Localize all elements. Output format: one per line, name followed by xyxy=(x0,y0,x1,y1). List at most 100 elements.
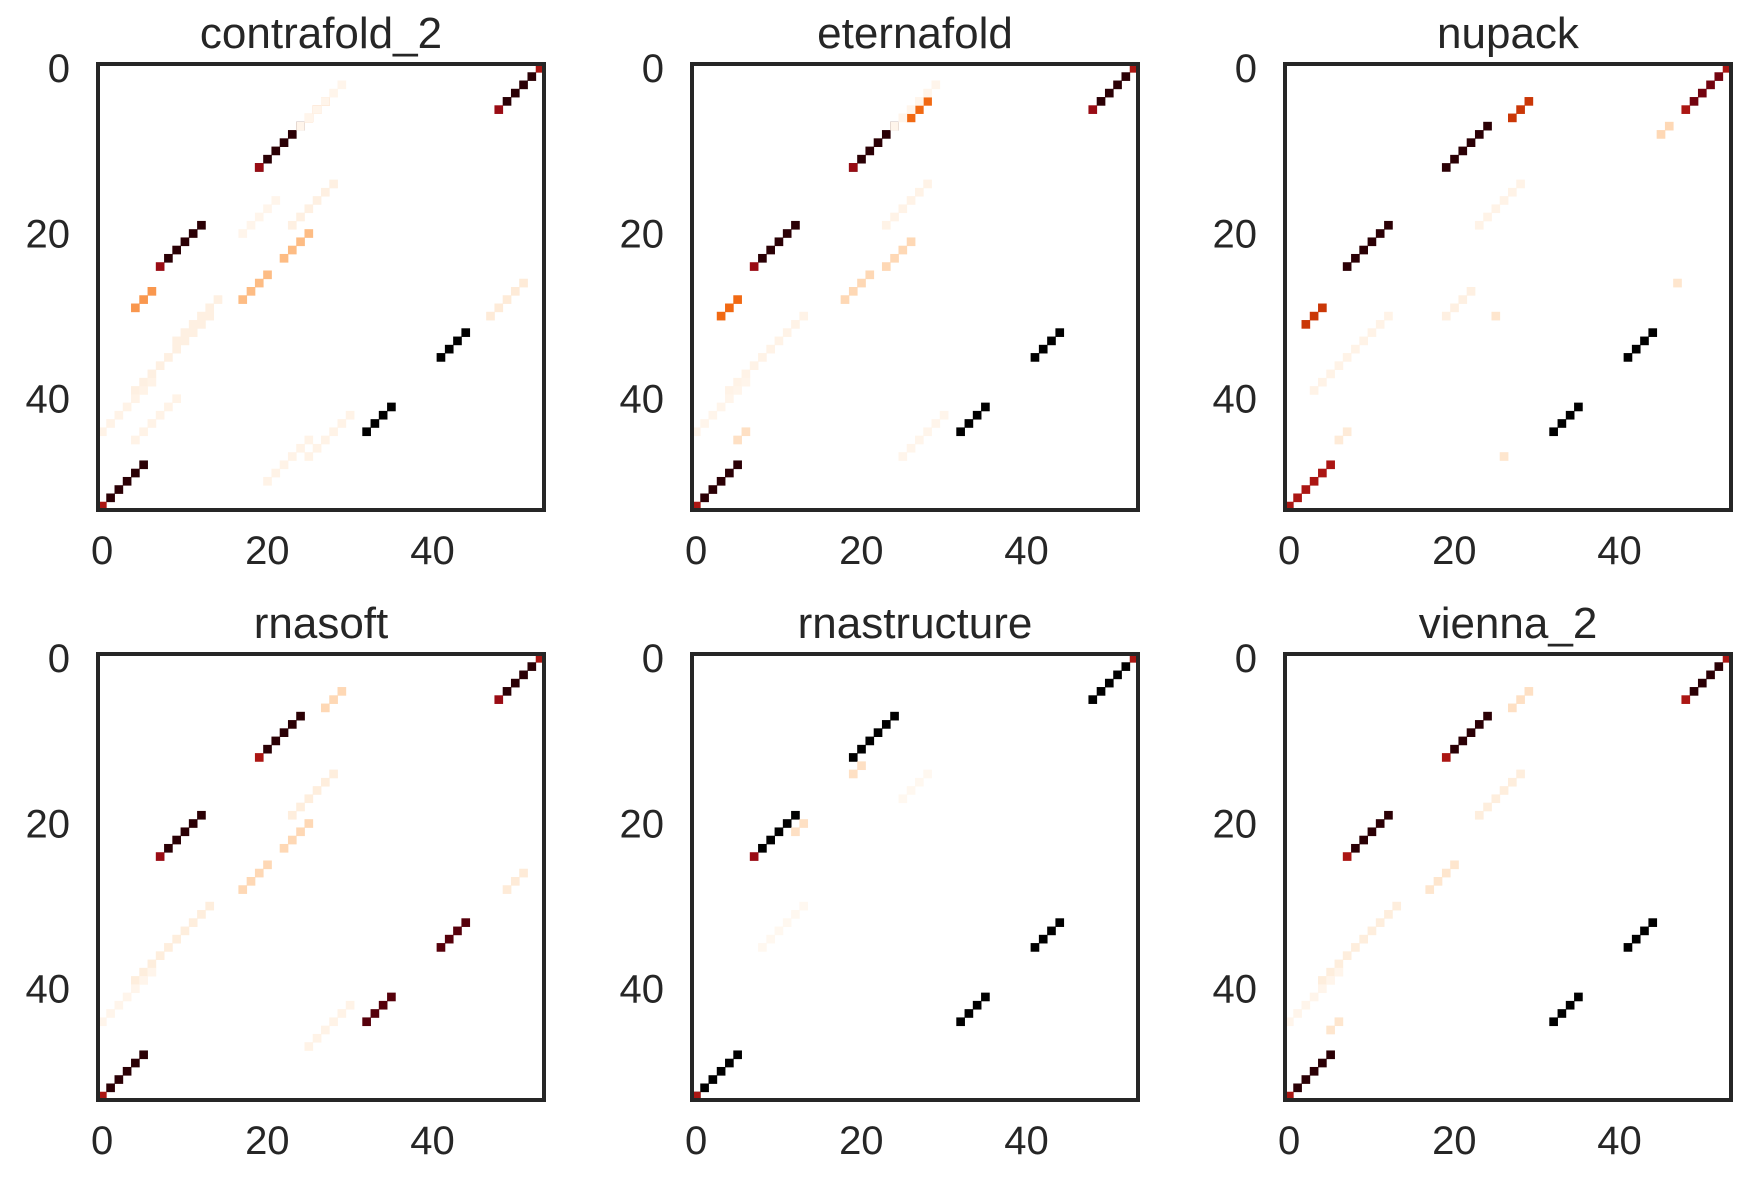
heatmap-cell xyxy=(1309,311,1319,321)
heatmap-cell xyxy=(1631,934,1641,944)
heatmap-cell xyxy=(1474,220,1484,230)
heatmap-cell xyxy=(1623,943,1633,952)
heatmap-cell xyxy=(1055,328,1065,337)
heatmap-cell xyxy=(1351,843,1360,853)
heatmap-cell xyxy=(799,901,809,911)
y-tick-label: 40 xyxy=(26,378,71,422)
y-tick-label: 20 xyxy=(1213,212,1258,256)
heatmap-cell xyxy=(453,336,462,346)
heatmap-cell xyxy=(1384,810,1393,820)
y-tick-label: 40 xyxy=(620,378,665,422)
heatmap-cell xyxy=(98,1017,107,1027)
heatmap-cell xyxy=(774,926,784,936)
heatmap-cell xyxy=(263,860,272,870)
heatmap-cell xyxy=(1334,967,1344,977)
heatmap-cell xyxy=(1318,984,1327,994)
heatmap-cell xyxy=(329,88,338,98)
heatmap-cell xyxy=(1706,670,1715,680)
heatmap-cell xyxy=(692,1091,701,1101)
heatmap-cell xyxy=(147,287,157,296)
heatmap-cell xyxy=(981,402,990,412)
heatmap-cell xyxy=(122,1066,132,1076)
x-tick-label: 40 xyxy=(1004,529,1049,573)
heatmap-cell xyxy=(1722,654,1732,663)
heatmap-cell xyxy=(1104,88,1114,98)
heatmap-cell xyxy=(378,410,388,420)
heatmap-panel-rnasoft: rnasoft 0 0 20 20 40 40 xyxy=(26,599,546,1163)
plot-area xyxy=(1285,654,1731,1100)
heatmap-cell xyxy=(1631,344,1641,354)
heatmap-cell xyxy=(931,80,941,90)
heatmap-cell xyxy=(692,501,701,511)
heatmap-cell xyxy=(304,435,314,445)
heatmap-cell xyxy=(1367,827,1377,837)
x-tick-label: 40 xyxy=(1597,1119,1642,1163)
heatmap-cell xyxy=(873,728,883,737)
heatmap-cell xyxy=(1565,410,1575,420)
heatmap-cell xyxy=(296,237,305,247)
heatmap-cell xyxy=(337,80,347,90)
y-tick-label: 20 xyxy=(26,802,71,846)
heatmap-cell xyxy=(345,410,355,420)
heatmap-cell xyxy=(510,287,520,296)
heatmap-cell xyxy=(708,410,718,420)
heatmap-cell xyxy=(1285,1091,1294,1101)
heatmap-cell xyxy=(1664,121,1674,131)
heatmap-cell xyxy=(1450,154,1459,164)
heatmap-cell xyxy=(1375,320,1385,329)
heatmap-cell xyxy=(766,835,775,845)
heatmap-cell xyxy=(312,196,322,205)
heatmap-cell xyxy=(915,105,924,114)
heatmap-cell xyxy=(329,1017,338,1027)
heatmap-cell xyxy=(857,154,866,164)
x-tick-label: 20 xyxy=(1432,529,1477,573)
heatmap-cell xyxy=(329,427,338,437)
heatmap-cell xyxy=(700,1083,709,1093)
x-tick-label: 20 xyxy=(245,529,290,573)
heatmap-cell xyxy=(758,843,767,853)
heatmap-panel-nupack: nupack 0 0 20 20 40 40 xyxy=(1213,9,1733,573)
heatmap-cell xyxy=(1326,967,1335,977)
heatmap-cell xyxy=(708,1075,718,1084)
heatmap-cell xyxy=(881,220,891,230)
x-tick-label: 20 xyxy=(839,1119,884,1163)
heatmap-cell xyxy=(188,328,198,337)
heatmap-cell xyxy=(890,121,899,131)
heatmap-cell xyxy=(131,435,140,445)
heatmap-cell xyxy=(840,295,850,304)
panel-title: contrafold_2 xyxy=(200,9,442,58)
heatmap-cell xyxy=(296,212,305,222)
heatmap-cell xyxy=(906,237,916,247)
heatmap-cell xyxy=(964,419,974,428)
heatmap-cell xyxy=(1499,786,1509,795)
heatmap-cell xyxy=(873,138,883,147)
heatmap-cell xyxy=(312,1033,322,1043)
heatmap-cell xyxy=(287,220,297,230)
heatmap-cell xyxy=(1491,204,1501,214)
heatmap-cell xyxy=(172,394,181,404)
heatmap-cell xyxy=(1088,105,1098,114)
heatmap-cell xyxy=(155,410,165,420)
heatmap-cell xyxy=(155,852,165,861)
heatmap-cell xyxy=(287,720,297,729)
heatmap-cell xyxy=(519,278,528,288)
heatmap-cell xyxy=(1508,777,1517,787)
heatmap-cell xyxy=(106,493,115,503)
axes-frame xyxy=(1283,62,1733,512)
heatmap-cell xyxy=(1508,703,1517,713)
y-tick-label: 40 xyxy=(26,968,71,1012)
heatmap-cell xyxy=(304,113,314,123)
heatmap-cell xyxy=(749,852,759,861)
heatmap-cell xyxy=(1096,687,1106,696)
y-tick-label: 40 xyxy=(1213,378,1258,422)
heatmap-cell xyxy=(155,951,165,960)
heatmap-cell xyxy=(139,460,148,470)
heatmap-cell xyxy=(519,670,528,680)
heatmap-cell xyxy=(172,336,181,346)
heatmap-cell xyxy=(387,402,396,412)
heatmap-cell xyxy=(147,369,157,379)
heatmap-cell xyxy=(857,278,866,288)
heatmap-cell xyxy=(1648,918,1658,927)
heatmap-cell xyxy=(1030,943,1040,952)
